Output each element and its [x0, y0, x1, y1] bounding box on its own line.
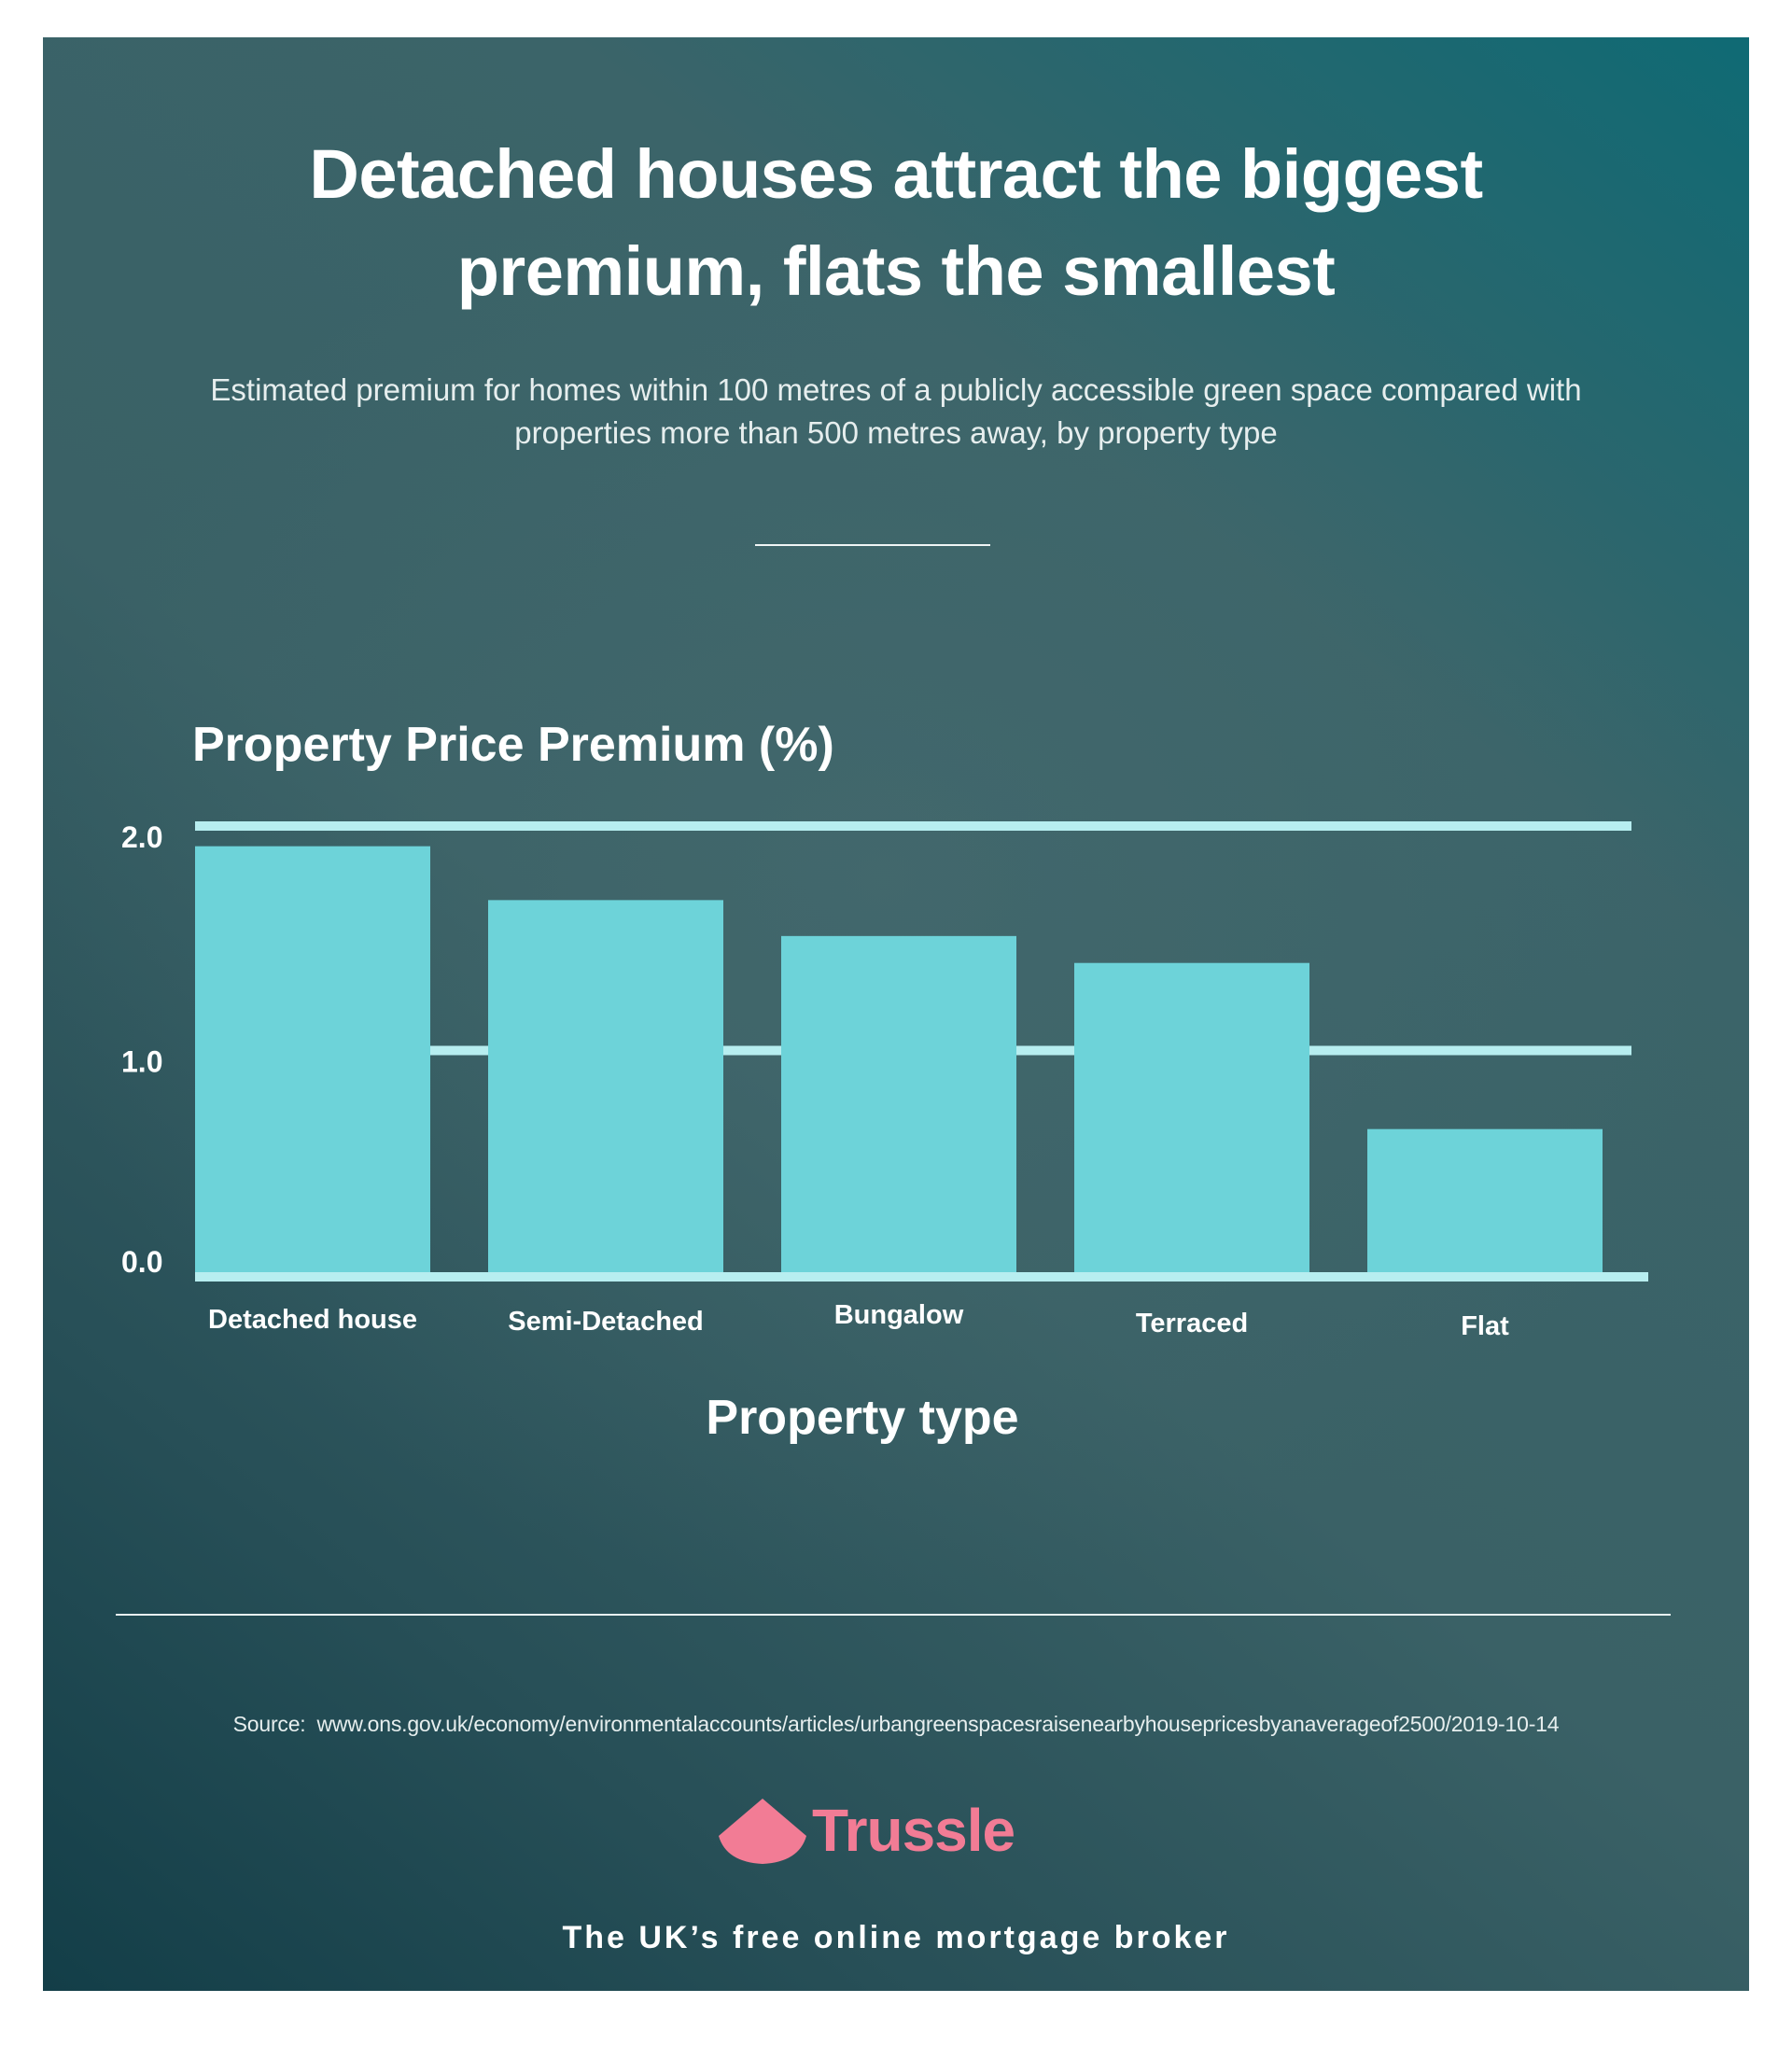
x-tick-label: Detached house — [208, 1305, 417, 1335]
bar — [1074, 962, 1309, 1275]
source-url: www.ons.gov.uk/economy/environmentalacco… — [316, 1712, 1560, 1736]
tagline: The UK’s free online mortgage broker — [562, 1920, 1230, 1955]
bar-chart: Property Price Premium (%) 0.0 1.0 2.0 Detac… — [121, 718, 1648, 1445]
title-line-2: premium, flats the smallest — [456, 232, 1336, 310]
bar — [1367, 1128, 1603, 1275]
x-tick-label: Bungalow — [834, 1300, 964, 1330]
y-tick-label: 2.0 — [121, 820, 162, 854]
source-label: Source: — [232, 1712, 306, 1736]
infographic-card: Detached houses attract the biggest prem… — [43, 37, 1749, 1991]
bar — [195, 846, 430, 1275]
x-tick-label: Flat — [1461, 1311, 1509, 1341]
x-tick-label: Terraced — [1136, 1309, 1248, 1338]
x-axis-title: Property type — [706, 1391, 1018, 1445]
subtitle-line-1: Estimated premium for homes within 100 m… — [210, 372, 1582, 407]
subtitle-line-2: properties more than 500 metres away, by… — [514, 415, 1278, 450]
chart-title: Property Price Premium (%) — [192, 718, 834, 772]
page-title: Detached houses attract the biggest prem… — [43, 126, 1749, 320]
bar — [781, 935, 1016, 1275]
footer-divider — [116, 1614, 1671, 1616]
gridline — [195, 821, 1631, 831]
y-tick-label: 0.0 — [121, 1245, 162, 1279]
title-divider — [755, 544, 990, 546]
y-tick-label: 1.0 — [121, 1045, 162, 1079]
source-note: Source: www.ons.gov.uk/economy/environmen… — [43, 1710, 1749, 1738]
subtitle: Estimated premium for homes within 100 m… — [136, 369, 1656, 455]
brand-name: Trussle — [812, 1797, 1015, 1864]
title-line-1: Detached houses attract the biggest — [309, 135, 1483, 213]
trussle-roof-icon — [719, 1799, 806, 1864]
x-tick-label: Semi-Detached — [508, 1307, 704, 1337]
bar — [488, 900, 723, 1275]
x-axis-line — [195, 1272, 1648, 1282]
